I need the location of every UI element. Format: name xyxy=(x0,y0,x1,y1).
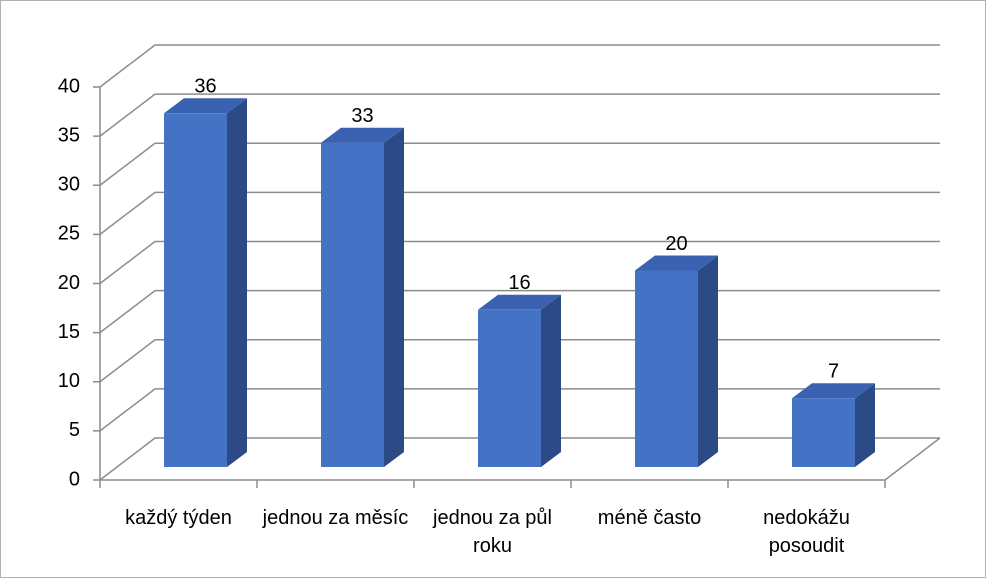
y-tick-label: 5 xyxy=(69,419,80,441)
y-tick-label: 20 xyxy=(58,272,80,294)
y-tick-label: 40 xyxy=(58,75,80,97)
bar-side xyxy=(227,98,247,468)
bar-side xyxy=(855,383,875,467)
bar-side xyxy=(384,127,404,468)
value-label: 16 xyxy=(508,272,530,294)
x-tick-label: jednou za měsíc xyxy=(262,507,409,529)
x-tick-label: každý týden xyxy=(125,507,232,529)
bar-top xyxy=(321,127,404,143)
bar-side xyxy=(698,255,718,467)
bar-top xyxy=(635,255,718,271)
y-tick-label: 10 xyxy=(58,370,80,392)
bar-side xyxy=(541,294,561,467)
grid-line xyxy=(99,191,940,235)
bar xyxy=(478,309,541,467)
value-label: 36 xyxy=(194,76,216,98)
y-tick-label: 35 xyxy=(58,124,80,146)
value-label: 7 xyxy=(828,361,839,383)
bar xyxy=(792,398,855,467)
grid-line xyxy=(99,93,940,137)
y-tick-label: 0 xyxy=(69,468,80,490)
bar xyxy=(635,270,698,467)
x-tick-label: jednou za půl roku xyxy=(433,507,552,557)
grid-line xyxy=(99,240,940,285)
bar-top xyxy=(164,98,247,114)
value-label: 20 xyxy=(665,233,687,255)
bar-top xyxy=(478,294,561,310)
x-tick-label: méně často xyxy=(597,507,702,529)
y-tick-label: 15 xyxy=(58,321,80,343)
bar xyxy=(164,113,227,468)
value-label: 33 xyxy=(351,105,373,127)
grid-line xyxy=(99,44,940,88)
y-tick-label: 25 xyxy=(58,223,80,245)
bar-top xyxy=(792,383,875,399)
bar xyxy=(321,142,384,467)
x-tick-label: nedokážu posoudit xyxy=(763,507,850,557)
y-tick-label: 30 xyxy=(58,174,80,196)
grid-line xyxy=(99,142,940,186)
